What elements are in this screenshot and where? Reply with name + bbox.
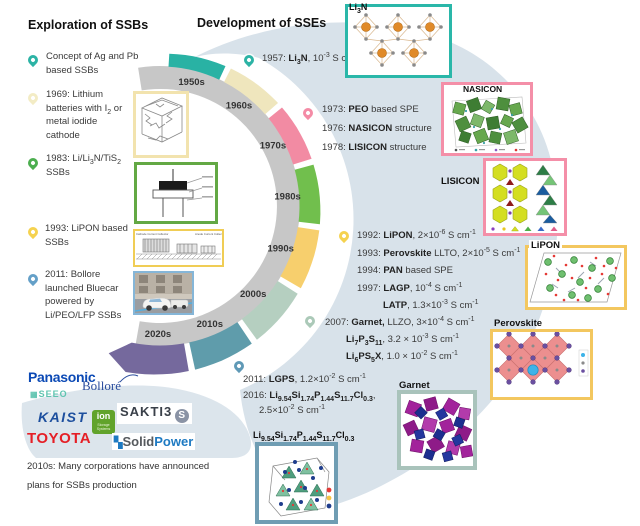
panasonic-logo: Panasonic [28, 369, 96, 385]
decade-segment-2020s [108, 342, 189, 375]
milestone-1983: 1983: Li/Li3N/TiS2 SSBs [46, 153, 122, 178]
patent-sketch [141, 97, 183, 143]
thin-film-label-right: Anode Current Collector [195, 232, 222, 236]
decade-label-1960s: 1960s [226, 100, 252, 111]
bollore-swoosh-icon [119, 374, 139, 383]
bluecar-2011-photo [133, 271, 194, 315]
li3n-structure-box [345, 4, 452, 78]
thin-film-1993-image: Cathode Current Collector Anode Current … [133, 229, 225, 267]
decade-label-2020s: 2020s [145, 329, 171, 340]
seeo-logo: ▦SEEO [30, 389, 68, 399]
decade-segment-1960s [224, 68, 278, 115]
decade-label-1980s: 1980s [274, 191, 300, 202]
decade-segment-2010s [189, 322, 252, 370]
lipon-label: LiPON [529, 240, 563, 251]
corporations-caption: 2010s: Many corporations have announced … [27, 461, 210, 491]
decade-segment-1950s [168, 53, 226, 80]
milestone-1992-1997: 1992: LiPON, 2×10-6 S cm-1 1993: Perovsk… [357, 228, 521, 311]
nasicon-structure-box [441, 82, 533, 156]
thin-film-sketch: Cathode Current Collector Anode Current … [136, 232, 225, 260]
kaist-logo: KAIST [38, 409, 88, 425]
perovskite-structure-image [494, 331, 589, 385]
milestone-2007: 2007: Garnet, LLZO, 3×10-4 S cm-1 Li7P3S… [325, 315, 475, 364]
cell-1983-image [134, 162, 218, 224]
lisicon-label: LISICON [441, 176, 480, 187]
lipon-structure-image [529, 252, 622, 303]
lisicon-structure-box [483, 158, 567, 236]
lgps-label: Li9.54Si1.74P1.44S11.7Cl0.3 [253, 430, 355, 443]
garnet-label: Garnet [399, 380, 430, 391]
timeline-gray-band [135, 65, 300, 346]
decade-segment-1970s [268, 107, 312, 165]
li3n-structure-image [353, 13, 443, 67]
decade-label-2000s: 2000s [240, 289, 266, 300]
lgps-structure-image [268, 457, 332, 517]
milestone-2011-2016: 2011: LGPS, 1.2×10-2 S cm-1 2016: Li9.54… [243, 372, 376, 416]
bluecar-photo-graphic [134, 273, 193, 313]
decade-label-1950s: 1950s [178, 77, 204, 88]
perovskite-label: Perovskite [494, 318, 543, 329]
thin-film-label-left: Cathode Current Collector [136, 232, 169, 236]
nasicon-structure-image [451, 96, 529, 152]
lisicon-structure-image [491, 163, 558, 232]
lgps-structure-box [255, 442, 338, 524]
milestone-concept-agpb: Concept of Ag and Pb based SSBs [46, 51, 139, 76]
seeo-grid-icon: ▦ [30, 390, 39, 399]
decade-segment-1990s [280, 227, 320, 289]
toyota-logo: TOYOTA [27, 430, 92, 447]
garnet-structure-box [397, 390, 477, 470]
perovskite-structure-box [490, 329, 593, 400]
milestone-1993-lipon-ssb: 1993: LiPON based SSBs [45, 223, 128, 248]
milestone-1969: 1969: Lithium batteries with I2 or metal… [46, 89, 123, 141]
milestone-2011-bluecar: 2011: Bollore launched Bluecar powered b… [45, 269, 122, 321]
bollore-logo: Bolloré [82, 378, 121, 393]
garnet-structure-image [402, 396, 474, 463]
decade-spiral: 1950s 1960s 1970s 1980s 1990s 2000s 2010s 2020s [108, 53, 321, 375]
decade-label-1990s: 1990s [267, 244, 293, 255]
cell-sketch [152, 169, 213, 217]
patent-1969-image [133, 91, 189, 158]
decade-label-1970s: 1970s [260, 141, 286, 152]
ion-logo: ion Storage Systems [92, 410, 115, 434]
solidpower-logo: ▚SolidPower [112, 433, 196, 450]
sakti3-swirl-icon: S [175, 409, 190, 423]
center-panel-title: Development of SSEs [197, 16, 327, 30]
solidpower-checker-icon: ▚ [114, 437, 123, 449]
sakti3-logo: SAKTI3 S [117, 403, 193, 424]
left-panel-title: Exploration of SSBs [28, 18, 149, 32]
decade-segment-2000s [241, 281, 298, 340]
lipon-structure-box [525, 245, 627, 310]
nasicon-label: NASICON [463, 84, 503, 94]
decade-segment-1980s [294, 164, 321, 225]
decade-label-2010s: 2010s [197, 319, 223, 330]
milestone-1973-1978: 1973: PEO based SPE 1976: NASICON struct… [322, 104, 432, 153]
li3n-label: Li3N [349, 2, 368, 15]
